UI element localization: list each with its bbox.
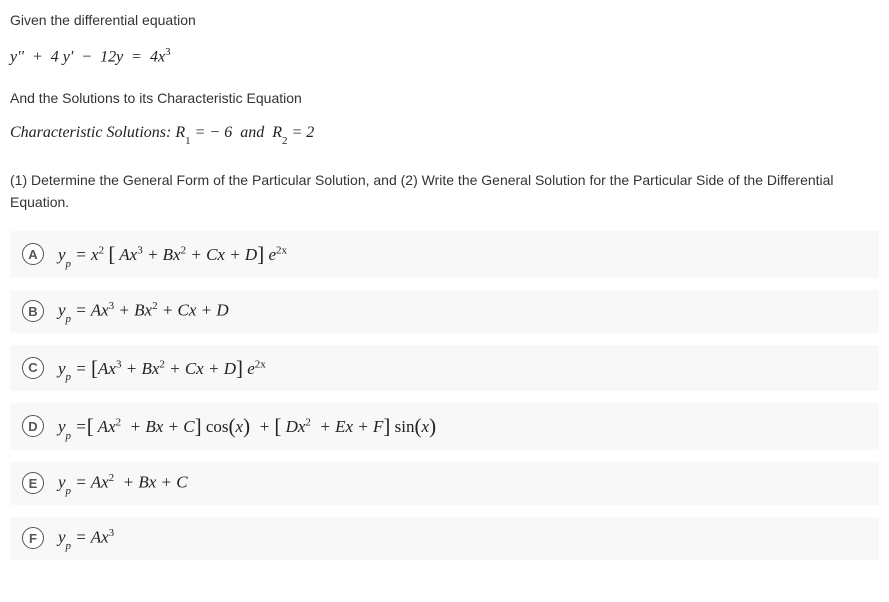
- intro-line-1: Given the differential equation: [10, 12, 879, 28]
- option-f[interactable]: Fyp = Ax3: [10, 517, 879, 560]
- option-e[interactable]: Eyp = Ax2 + Bx + C: [10, 462, 879, 505]
- option-letter-icon: E: [22, 472, 44, 494]
- options-list: Ayp = x2 [ Ax3 + Bx2 + Cx + D] e2x Byp = …: [10, 231, 879, 559]
- differential-equation: y'' + 4 y' − 12y = 4x3: [10, 46, 879, 66]
- option-letter-icon: B: [22, 300, 44, 322]
- option-math: yp = Ax2 + Bx + C: [58, 472, 188, 495]
- intro-line-2: And the Solutions to its Characteristic …: [10, 90, 879, 106]
- option-letter-icon: F: [22, 527, 44, 549]
- question-text: (1) Determine the General Form of the Pa…: [10, 169, 879, 214]
- characteristic-solutions: Characteristic Solutions: R1 = − 6 and R…: [10, 124, 879, 144]
- option-math: yp =[ Ax2 + Bx + C] cos(x) + [ Dx2 + Ex …: [58, 413, 436, 439]
- option-math: yp = Ax3 + Bx2 + Cx + D: [58, 300, 229, 323]
- option-d[interactable]: Dyp =[ Ax2 + Bx + C] cos(x) + [ Dx2 + Ex…: [10, 403, 879, 449]
- option-letter-icon: A: [22, 243, 44, 265]
- option-math: yp = x2 [ Ax3 + Bx2 + Cx + D] e2x: [58, 241, 287, 267]
- option-b[interactable]: Byp = Ax3 + Bx2 + Cx + D: [10, 290, 879, 333]
- option-math: yp = [Ax3 + Bx2 + Cx + D] e2x: [58, 355, 266, 381]
- option-letter-icon: D: [22, 415, 44, 437]
- option-c[interactable]: Cyp = [Ax3 + Bx2 + Cx + D] e2x: [10, 345, 879, 391]
- option-math: yp = Ax3: [58, 527, 114, 550]
- option-letter-icon: C: [22, 357, 44, 379]
- option-a[interactable]: Ayp = x2 [ Ax3 + Bx2 + Cx + D] e2x: [10, 231, 879, 277]
